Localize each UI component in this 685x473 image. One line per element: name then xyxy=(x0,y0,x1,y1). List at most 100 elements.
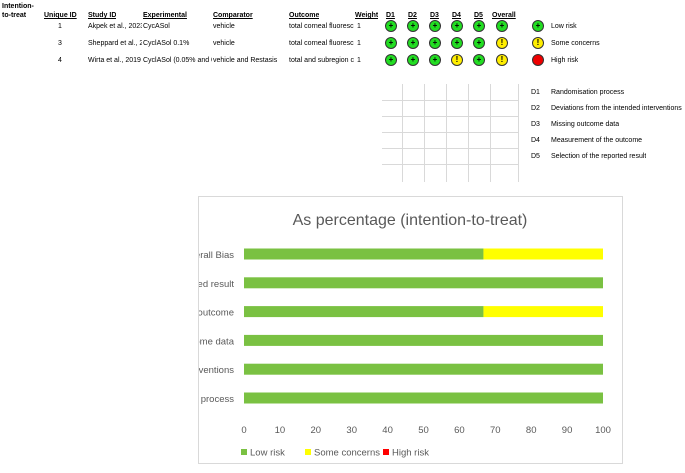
header-outcome: Outcome xyxy=(289,12,320,19)
header-d1: D1 xyxy=(386,12,395,19)
legend-label: Low risk xyxy=(250,448,285,459)
rating-circle-row2-d3: + xyxy=(429,37,441,49)
row-2-weight: 1 xyxy=(357,40,361,47)
category-label: Randomization process xyxy=(199,394,234,405)
row-2-experimental: CyclASol 0.1% xyxy=(143,40,190,47)
rating-circle-row3-overall: ! xyxy=(496,54,508,66)
domain-label-d4: Measurement of the outcome xyxy=(551,137,643,144)
bar-segment xyxy=(244,306,484,318)
legend-low-risk-icon: + xyxy=(532,20,544,32)
category-labels-group: Overall Bias Selection of the reported re… xyxy=(72,250,235,405)
category-label: Overall Bias xyxy=(199,250,234,261)
legend-some-concerns-icon: ! xyxy=(532,37,544,49)
category-label: Measurement of the outcome xyxy=(199,308,234,319)
category-label: Mising outcome data xyxy=(199,336,235,347)
grid-col-3 xyxy=(446,84,447,182)
row-1-study-id: Akpek et al., 2023 xyxy=(88,23,142,30)
x-tick-label: 30 xyxy=(346,425,357,436)
domain-label-d5: Selection of the reported result xyxy=(551,153,647,160)
bar-segment xyxy=(244,334,603,346)
domain-code-d3: D3 xyxy=(531,121,540,128)
x-tick-label: 90 xyxy=(562,425,573,436)
x-tick-label: 40 xyxy=(382,425,393,436)
rating-circle-row2-overall: ! xyxy=(496,37,508,49)
header-experimental: Experimental xyxy=(143,12,187,19)
domain-code-d4: D4 xyxy=(531,137,540,144)
header-d4: D4 xyxy=(452,12,461,19)
row-2-comparator: vehicle xyxy=(213,40,235,47)
rating-circle-row3-d4: ! xyxy=(451,54,463,66)
rating-circle-row2-d4: + xyxy=(451,37,463,49)
legend-some-concerns-label: Some concerns xyxy=(551,40,600,47)
bar-segment xyxy=(244,392,603,404)
row-1-experimental: CycASol xyxy=(143,23,170,30)
row-3-unique-id: 4 xyxy=(58,57,62,64)
rating-circle-row3-d2: + xyxy=(407,54,419,66)
stacked-bar-chart: As percentage (intention-to-treat) Overa… xyxy=(72,212,611,459)
row-3-study-id: Wirta et al., 2019 xyxy=(88,57,141,64)
legend-swatch xyxy=(241,449,247,455)
domain-label-d3: Missing outcome data xyxy=(551,121,620,128)
row-3-weight: 1 xyxy=(357,57,361,64)
header-d5: D5 xyxy=(474,12,483,19)
x-tick-label: 100 xyxy=(595,425,611,436)
header-d3: D3 xyxy=(430,12,439,19)
bar-segment xyxy=(483,306,603,318)
rating-circle-row2-d5: + xyxy=(473,37,485,49)
analysis-label: Intention-to-treat xyxy=(2,3,34,19)
rating-circle-row1-d4: + xyxy=(451,20,463,32)
x-tick-label: 60 xyxy=(454,425,465,436)
row-1-weight: 1 xyxy=(357,23,361,30)
grid-col-6 xyxy=(518,84,519,182)
x-tick-label: 0 xyxy=(241,425,246,436)
x-tick-labels-group: 0 10 20 30 40 50 60 70 80 90 100 xyxy=(241,425,611,436)
legend-low-risk-label: Low risk xyxy=(551,23,577,30)
row-1-outcome: total corneal fluoresc xyxy=(289,23,354,30)
header-unique-id: Unique ID xyxy=(44,12,77,19)
legend-label: Some concerns xyxy=(314,448,380,459)
grid-row-4 xyxy=(382,148,518,149)
legend-swatch xyxy=(305,449,311,455)
header-comparator: Comparator xyxy=(213,12,253,19)
row-3-comparator: vehicle and Restasis xyxy=(213,57,278,64)
chart-title: As percentage (intention-to-treat) xyxy=(293,212,528,229)
grid-row-2 xyxy=(382,116,518,117)
rating-circle-row3-d1: + xyxy=(385,54,397,66)
grid-col-4 xyxy=(468,84,469,182)
header-study-id: Study ID xyxy=(88,12,117,19)
legend-high-risk-icon xyxy=(532,54,544,66)
row-1-comparator: vehicle xyxy=(213,23,235,30)
rating-circle-row2-d1: + xyxy=(385,37,397,49)
row-2-unique-id: 3 xyxy=(58,40,62,47)
bar-segment xyxy=(483,248,603,260)
legend-high-risk-label: High risk xyxy=(551,57,579,64)
row-3-outcome: total and subregion c xyxy=(289,57,354,64)
grid-row-5 xyxy=(382,164,518,165)
x-tick-label: 70 xyxy=(490,425,501,436)
bars-group xyxy=(244,248,603,404)
x-tick-label: 50 xyxy=(418,425,429,436)
rating-circle-row3-d3: + xyxy=(429,54,441,66)
rating-circle-row1-d2: + xyxy=(407,20,419,32)
rating-circle-row1-overall: + xyxy=(496,20,508,32)
bar-segment xyxy=(244,248,484,260)
domain-code-d1: D1 xyxy=(531,89,540,96)
category-label: Deviations from intended interventions xyxy=(199,365,234,376)
risk-of-bias-table: Intention-to-treat Unique ID Study ID Ex… xyxy=(0,0,685,190)
rating-circle-row1-d1: + xyxy=(385,20,397,32)
header-d2: D2 xyxy=(408,12,417,19)
header-overall: Overall xyxy=(492,12,516,19)
chart-container: As percentage (intention-to-treat) Overa… xyxy=(72,196,623,464)
row-1-unique-id: 1 xyxy=(58,23,62,30)
chart-legend: Low risk Some concerns High risk xyxy=(241,448,429,459)
rating-circle-row3-d5: + xyxy=(473,54,485,66)
legend-label: High risk xyxy=(392,448,429,459)
domain-label-d1: Randomisation process xyxy=(551,89,625,96)
rating-circle-row1-d5: + xyxy=(473,20,485,32)
grid-row-1 xyxy=(382,100,518,101)
grid-col-1 xyxy=(402,84,403,182)
row-3-experimental: CyclASol (0.05% and 0. xyxy=(143,57,212,64)
grid-col-5 xyxy=(490,84,491,182)
domain-code-d2: D2 xyxy=(531,105,540,112)
category-label: Selection of the reported result xyxy=(199,279,234,290)
